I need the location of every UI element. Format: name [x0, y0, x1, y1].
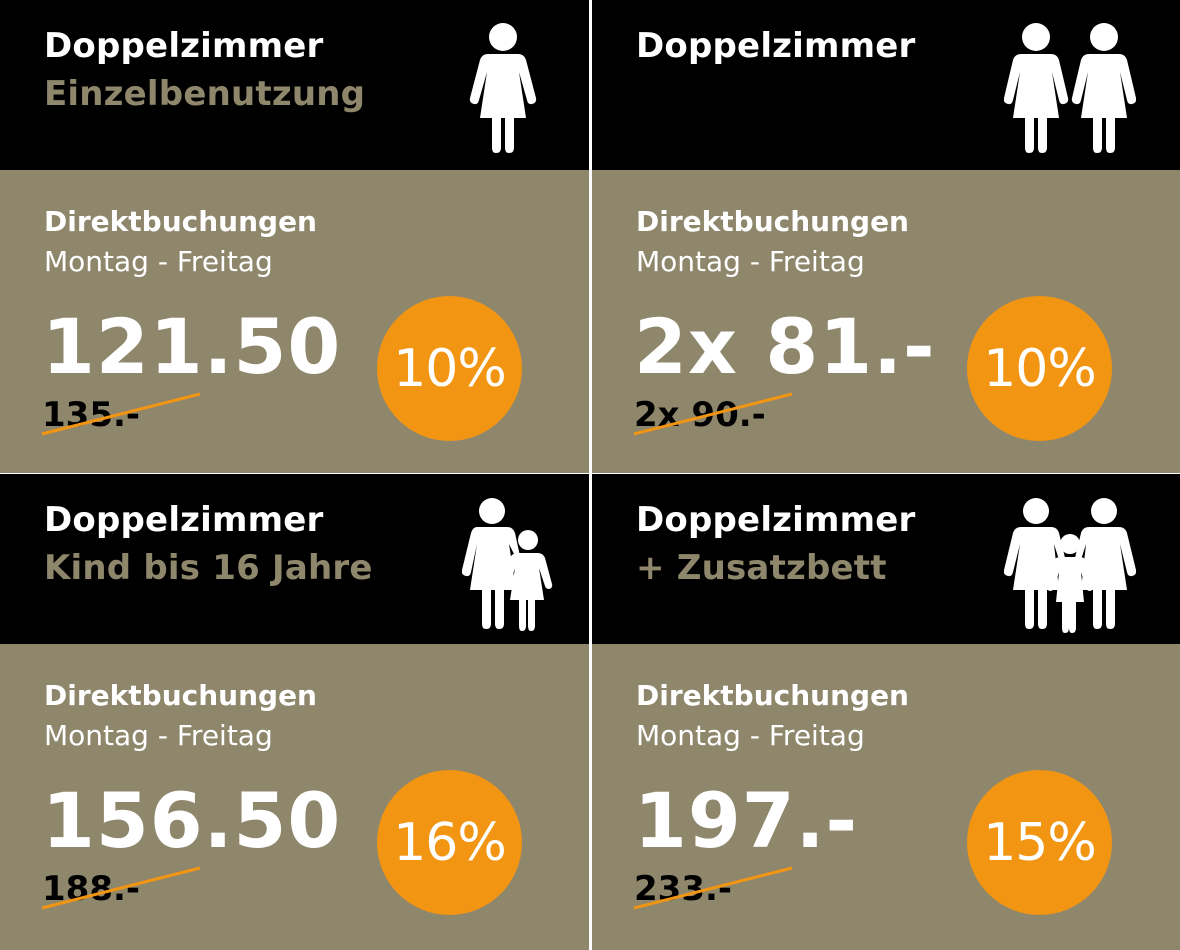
offer-tile-double: Doppelzimmer Direktbuchungen Montag - Fr… [592, 0, 1180, 473]
room-subtitle: Kind bis 16 Jahre [44, 548, 373, 588]
weekday-label: Montag - Freitag [636, 719, 865, 752]
tile-body: Direktbuchungen Montag - Freitag 2x 81.-… [592, 170, 1180, 473]
discount-badge: 10% [377, 296, 522, 441]
room-title: Doppelzimmer [44, 500, 324, 540]
weekday-label: Montag - Freitag [44, 245, 273, 278]
room-subtitle: Einzelbenutzung [44, 74, 366, 114]
weekday-label: Montag - Freitag [44, 719, 273, 752]
discount-badge: 15% [967, 770, 1112, 915]
booking-label: Direktbuchungen [44, 679, 317, 712]
strike-through-line [633, 866, 793, 910]
tile-body: Direktbuchungen Montag - Freitag 121.50 … [0, 170, 589, 473]
discounted-price: 197.- [634, 776, 859, 865]
weekday-label: Montag - Freitag [636, 245, 865, 278]
booking-label: Direktbuchungen [636, 205, 909, 238]
tile-body: Direktbuchungen Montag - Freitag 156.50 … [0, 644, 589, 950]
booking-label: Direktbuchungen [44, 205, 317, 238]
discounted-price: 121.50 [42, 302, 342, 391]
adult-and-child-icon [462, 498, 553, 631]
tile-header: Doppelzimmer Kind bis 16 Jahre [0, 474, 589, 644]
discounted-price: 156.50 [42, 776, 342, 865]
offer-tile-with-child: Doppelzimmer Kind bis 16 Jahre Direktbuc… [0, 474, 589, 950]
room-title: Doppelzimmer [636, 26, 916, 66]
offer-tile-extra-bed: Doppelzimmer + Zusatzbett Direktbuchunge… [592, 474, 1180, 950]
strike-through-line [633, 392, 793, 436]
offer-tile-single-use: Doppelzimmer Einzelbenutzung Direktbuchu… [0, 0, 589, 473]
family-icon [1004, 498, 1136, 633]
discounted-price: 2x 81.- [634, 302, 936, 391]
discount-badge: 10% [967, 296, 1112, 441]
room-title: Doppelzimmer [44, 26, 324, 66]
tile-body: Direktbuchungen Montag - Freitag 197.- 2… [592, 644, 1180, 950]
strike-through-line [41, 392, 201, 436]
strike-through-line [41, 866, 201, 910]
booking-label: Direktbuchungen [636, 679, 909, 712]
room-subtitle: + Zusatzbett [636, 548, 887, 588]
tile-header: Doppelzimmer + Zusatzbett [592, 474, 1180, 644]
room-title: Doppelzimmer [636, 500, 916, 540]
discount-badge: 16% [377, 770, 522, 915]
tile-header: Doppelzimmer Einzelbenutzung [0, 0, 589, 170]
single-person-icon [469, 23, 537, 153]
two-persons-icon [1004, 23, 1136, 153]
tile-header: Doppelzimmer [592, 0, 1180, 170]
